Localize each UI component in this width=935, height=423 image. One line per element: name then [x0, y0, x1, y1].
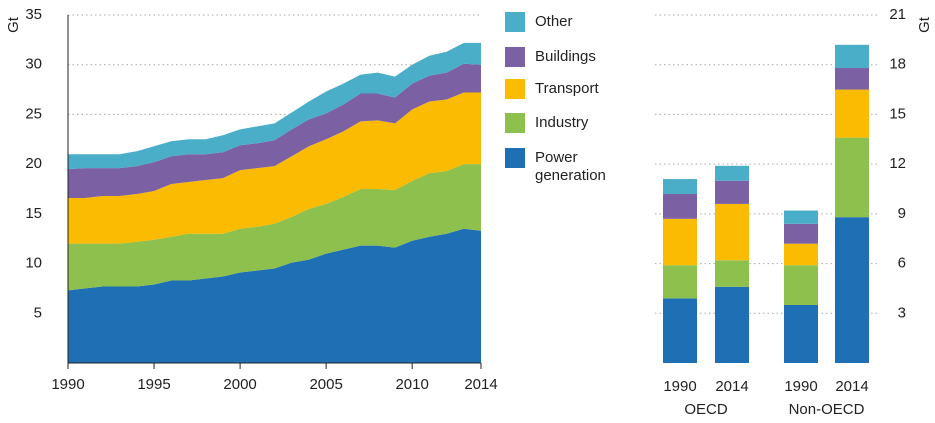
x-tick-label: 2014: [835, 378, 868, 395]
legend-label: Transport: [535, 80, 599, 97]
legend-swatch: [505, 47, 525, 67]
x-tick-label: 1990: [51, 376, 84, 393]
y-tick-label: 10: [25, 255, 42, 272]
x-tick-label: 2000: [223, 376, 256, 393]
y2-tick-label: 9: [898, 205, 906, 222]
bar-segment: [835, 44, 869, 69]
bar-segment: [663, 193, 697, 219]
legend-label: Industry: [535, 114, 589, 131]
legend-swatch: [505, 148, 525, 168]
bar-segment: [835, 137, 869, 218]
y-tick-label: 35: [25, 6, 42, 23]
bar-segment: [784, 265, 818, 305]
y-tick-label: 15: [25, 205, 42, 222]
y2-tick-label: 12: [889, 155, 906, 172]
y2-tick-label: 3: [898, 304, 906, 321]
legend-swatch: [505, 12, 525, 32]
bar-segment: [663, 265, 697, 299]
legend-label: Power generation: [535, 149, 606, 184]
bar-segment: [835, 217, 869, 363]
legend-swatch: [505, 79, 525, 99]
x-tick-label: 2010: [395, 376, 428, 393]
y2-tick-label: 15: [889, 105, 906, 122]
bar-segment: [784, 243, 818, 266]
y-tick-label: 30: [25, 56, 42, 73]
y-tick-label: 25: [25, 105, 42, 122]
legend-swatch: [505, 113, 525, 133]
y2-tick-label: 6: [898, 255, 906, 272]
x-tick-label: 2005: [309, 376, 342, 393]
bar-segment: [784, 210, 818, 224]
bar-segment: [715, 286, 749, 363]
group-label: Non-OECD: [789, 401, 865, 418]
legend-label-line: Power: [535, 149, 578, 166]
x-tick-label: 2014: [715, 378, 748, 395]
bar-segment: [715, 203, 749, 261]
x-tick-label: 2014: [464, 376, 497, 393]
area: [68, 92, 481, 244]
y2-tick-label: 21: [889, 6, 906, 23]
y2-axis-label: Gt: [916, 16, 933, 33]
area: [68, 63, 481, 198]
bar-segment: [663, 298, 697, 363]
area: [68, 42, 481, 170]
x-tick-label: 1990: [784, 378, 817, 395]
bar-segment: [715, 260, 749, 287]
bar-segment: [715, 180, 749, 204]
legend-label: Other: [535, 13, 573, 30]
y-tick-label: 20: [25, 155, 42, 172]
x-tick-label: 1990: [663, 378, 696, 395]
legend-label-line: generation: [535, 167, 606, 184]
bar-segment: [663, 179, 697, 194]
legend-label: Buildings: [535, 48, 596, 65]
group-label: OECD: [684, 401, 728, 418]
bar-segment: [715, 165, 749, 181]
bar-segment: [663, 218, 697, 266]
area: [68, 228, 481, 363]
bar-segment: [784, 223, 818, 244]
x-tick-label: 1995: [137, 376, 170, 393]
y-tick-label: 5: [34, 304, 42, 321]
bar-segment: [835, 89, 869, 138]
y2-tick-label: 18: [889, 56, 906, 73]
bar-segment: [835, 68, 869, 90]
bar-segment: [784, 305, 818, 363]
y-axis-label: Gt: [5, 16, 22, 33]
area: [68, 164, 481, 291]
